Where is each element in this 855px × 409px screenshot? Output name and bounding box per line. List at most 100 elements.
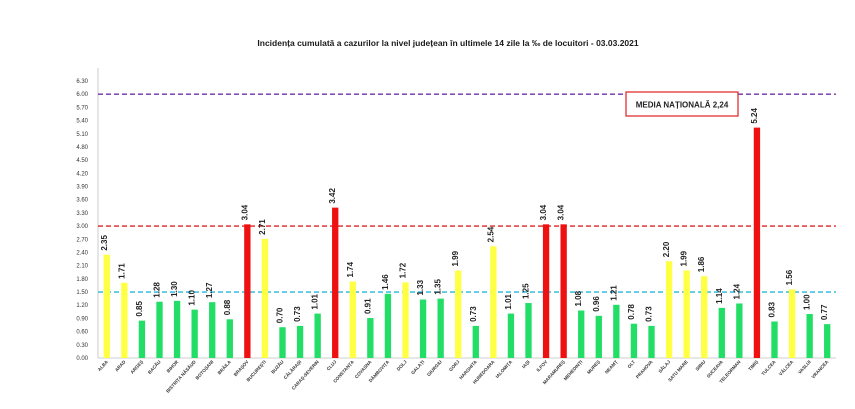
annotation-text: MEDIA NAȚIONALĂ 2,24: [636, 101, 729, 110]
y-tick-label: 5.40: [76, 119, 88, 125]
data-label: 0.88: [223, 299, 232, 315]
data-label: 3.04: [539, 204, 548, 220]
y-tick-label: 1.80: [76, 277, 88, 283]
bar: [542, 224, 550, 358]
data-label: 0.96: [592, 296, 601, 312]
x-tick-label: BIHOR: [166, 359, 180, 374]
x-tick-label: BACĂU: [146, 358, 162, 375]
bar: [209, 302, 216, 358]
data-label: 2.54: [486, 226, 495, 242]
x-tick-label: SĂLAJ: [657, 358, 672, 374]
bar: [560, 224, 567, 358]
data-label: 0.77: [820, 304, 829, 320]
x-tick-label: BRĂILA: [216, 358, 233, 375]
bar: [138, 320, 146, 358]
y-tick-label: 0.30: [76, 343, 88, 349]
data-labels: 2.35 1.71 0.85 1.28 1.30 1.10 1.27 0.88 3.04 2.71…: [100, 107, 829, 323]
y-tick-label: 2.40: [76, 250, 88, 256]
x-tick-label: GALAȚI: [410, 359, 425, 375]
bar: [402, 282, 409, 358]
x-tick-label: GIURGIU: [426, 359, 443, 377]
bar: [367, 317, 374, 358]
data-label: 1.01: [504, 293, 513, 309]
bar: [296, 325, 304, 358]
x-tick-label: MUREȘ: [586, 359, 602, 375]
x-tick-label: ILFOV: [536, 359, 549, 373]
data-label: 1.99: [680, 250, 689, 266]
x-tick-label: CLUJ: [326, 359, 338, 372]
y-tick-label: 1.20: [76, 303, 88, 309]
y-tick-label: 2.10: [76, 264, 88, 270]
bar: [578, 310, 585, 358]
chart-title: Incidența cumulată a cazurilor la nivel …: [257, 38, 638, 48]
y-tick-label: 4.50: [76, 158, 88, 164]
bar: [173, 300, 181, 358]
x-tick-label: ARAD: [114, 359, 127, 373]
data-label: 5.24: [750, 107, 759, 123]
data-label: 0.73: [293, 306, 302, 322]
data-label: 1.30: [170, 281, 179, 297]
y-tick-label: 0.60: [76, 330, 88, 336]
bar: [314, 313, 321, 358]
data-label: 1.01: [311, 293, 320, 309]
bar: [384, 293, 392, 358]
x-tick-label: SIBIU: [695, 359, 707, 372]
data-label: 1.33: [416, 279, 425, 295]
bar: [701, 276, 708, 358]
data-label: 2.35: [100, 235, 109, 251]
data-label: 0.78: [627, 304, 636, 320]
reference-lines: [98, 93, 836, 293]
bar: [191, 309, 198, 358]
data-label: 0.70: [276, 307, 285, 323]
y-tick-label: 5.70: [76, 105, 88, 111]
x-tick-label: TIMIȘ: [747, 359, 760, 372]
data-label: 1.74: [346, 261, 355, 277]
y-axis-ticks: 0.00 0.30 0.60 0.90 1.20 1.50 1.80 2.10 2.40 2.70…: [76, 79, 88, 362]
data-label: 2.71: [258, 219, 267, 235]
data-label: 1.25: [522, 283, 531, 299]
y-tick-label: 0.90: [76, 316, 88, 322]
bar: [630, 323, 638, 358]
x-tick-label: BISTRIȚA NĂSĂUD: [164, 358, 197, 394]
x-tick-label: SUCEAVA: [706, 359, 725, 379]
y-tick-label: 3.90: [76, 185, 88, 191]
data-label: 1.56: [785, 269, 794, 285]
bar: [332, 207, 339, 358]
bars: [103, 127, 831, 358]
y-tick-label: 1.50: [76, 290, 88, 296]
bar: [349, 281, 356, 358]
x-tick-label: VRANCEA: [811, 359, 830, 380]
x-tick-label: MEHEDINȚI: [563, 359, 584, 381]
bar: [753, 127, 761, 358]
bar: [437, 298, 444, 358]
bar: [472, 325, 479, 358]
bar: [648, 325, 655, 358]
x-tick-label: IALOMIȚA: [495, 359, 514, 379]
y-tick-label: 2.70: [76, 237, 88, 243]
bar: [613, 304, 620, 358]
bar: [525, 303, 532, 358]
bar: [824, 324, 831, 358]
bar: [261, 238, 269, 358]
bar: [718, 307, 725, 358]
x-tick-label: DOLJ: [396, 359, 408, 372]
bar: [507, 313, 515, 358]
data-label: 1.99: [451, 250, 460, 266]
bar: [806, 314, 813, 358]
bar: [771, 321, 778, 358]
x-tick-label: VASLUI: [797, 359, 812, 375]
y-tick-label: 6.00: [76, 92, 88, 98]
y-tick-label: 3.00: [76, 224, 88, 230]
y-tick-label: 3.30: [76, 211, 88, 217]
data-label: 1.27: [205, 282, 214, 298]
x-tick-label: BUZĂU: [270, 358, 286, 374]
y-tick-label: 6.30: [76, 79, 88, 85]
bar: [419, 299, 427, 358]
y-tick-label: 4.80: [76, 145, 88, 151]
data-label: 1.08: [574, 290, 583, 306]
bar: [103, 254, 110, 358]
national-average-annotation: MEDIA NAȚIONALĂ 2,24: [625, 91, 739, 117]
x-tick-label: PRAHOVA: [635, 359, 654, 380]
